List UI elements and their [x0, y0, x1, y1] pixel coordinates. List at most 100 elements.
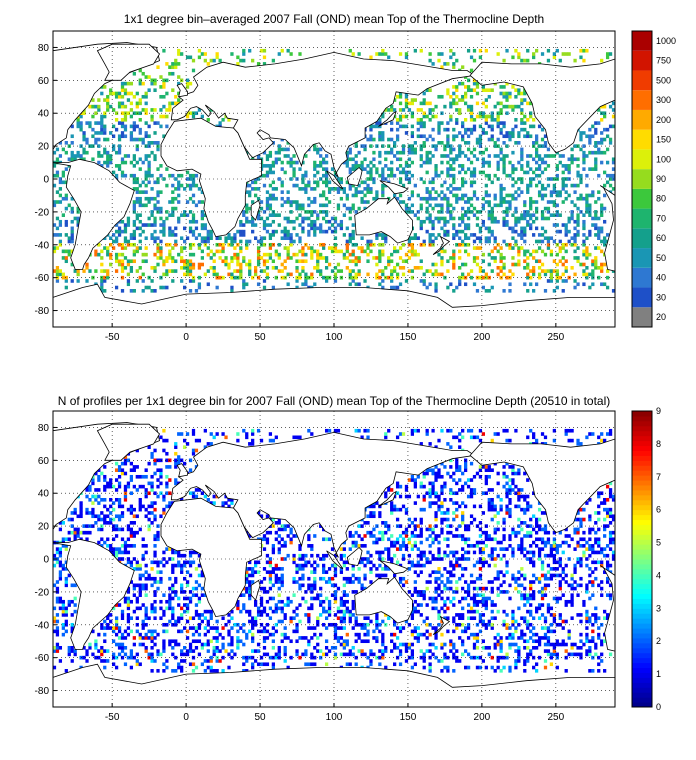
data-cell — [200, 613, 205, 617]
data-cell — [526, 170, 530, 175]
data-cell — [103, 465, 107, 469]
data-cell — [543, 193, 548, 198]
data-cell — [123, 596, 128, 601]
data-cell — [484, 173, 488, 178]
data-cell — [91, 275, 95, 280]
data-cell — [70, 196, 74, 201]
data-cell — [135, 560, 139, 565]
data-cell — [511, 164, 515, 168]
data-cell — [342, 576, 346, 581]
data-cell — [428, 213, 432, 217]
data-cell — [150, 114, 154, 119]
data-cell — [378, 282, 382, 287]
data-cell — [540, 210, 545, 214]
data-cell — [567, 193, 571, 198]
data-cell — [413, 517, 417, 522]
data-cell — [135, 124, 139, 129]
data-cell — [295, 160, 299, 165]
data-cell — [289, 242, 293, 247]
data-cell — [534, 210, 539, 214]
data-cell — [230, 642, 234, 647]
data-cell — [209, 58, 213, 63]
data-cell — [185, 432, 190, 436]
data-cell — [413, 481, 417, 486]
data-cell — [147, 200, 151, 204]
data-cell — [333, 246, 338, 250]
data-cell — [215, 249, 219, 254]
data-cell — [333, 170, 338, 175]
data-cell — [150, 639, 154, 644]
data-cell — [209, 501, 213, 505]
data-cell — [197, 599, 202, 604]
data-cell — [472, 282, 477, 287]
data-cell — [381, 236, 385, 241]
data-cell — [472, 193, 477, 198]
data-cell — [466, 147, 471, 152]
data-cell — [378, 117, 382, 122]
colorbar-swatch — [632, 248, 652, 268]
data-cell — [194, 550, 199, 555]
data-cell — [171, 639, 175, 644]
data-cell — [295, 252, 299, 257]
data-cell — [248, 193, 252, 198]
data-cell — [369, 249, 373, 254]
data-cell — [552, 183, 556, 188]
data-cell — [301, 567, 305, 571]
data-cell — [239, 223, 243, 227]
data-cell — [64, 219, 68, 224]
data-cell — [239, 246, 243, 250]
data-cell — [466, 104, 471, 109]
data-cell — [120, 527, 125, 532]
data-cell — [126, 537, 131, 542]
data-cell — [251, 655, 255, 660]
data-cell — [378, 134, 382, 139]
data-cell — [103, 114, 107, 119]
data-cell — [594, 262, 598, 267]
data-cell — [573, 236, 577, 241]
data-cell — [543, 289, 548, 293]
data-cell — [209, 669, 213, 673]
data-cell — [378, 275, 382, 280]
data-cell — [135, 196, 139, 201]
data-cell — [289, 219, 293, 224]
data-cell — [120, 265, 125, 270]
data-cell — [174, 187, 178, 191]
data-cell — [517, 141, 521, 145]
data-cell — [529, 196, 533, 201]
data-cell — [251, 570, 255, 574]
data-cell — [428, 269, 432, 273]
data-cell — [360, 435, 364, 440]
colorbar-label: 150 — [656, 135, 671, 145]
data-cell — [79, 507, 83, 512]
data-cell — [194, 586, 199, 591]
data-cell — [283, 527, 287, 532]
data-cell — [564, 167, 568, 171]
data-cell — [585, 173, 589, 178]
data-cell — [292, 593, 296, 597]
data-cell — [191, 252, 196, 257]
data-cell — [141, 553, 145, 558]
data-cell — [233, 275, 237, 280]
data-cell — [390, 108, 394, 112]
data-cell — [502, 210, 506, 214]
data-cell — [463, 170, 468, 175]
data-cell — [523, 98, 527, 102]
data-cell — [534, 282, 539, 287]
data-cell — [117, 229, 122, 234]
data-cell — [274, 196, 278, 201]
data-cell — [549, 213, 554, 217]
coastline — [326, 170, 344, 190]
data-cell — [283, 544, 287, 548]
data-cell — [398, 117, 403, 122]
data-cell — [398, 124, 403, 129]
data-cell — [141, 573, 145, 578]
data-cell — [319, 203, 323, 208]
data-cell — [245, 203, 249, 208]
data-cell — [357, 282, 361, 287]
data-cell — [567, 164, 571, 168]
data-cell — [182, 265, 187, 270]
data-cell — [313, 160, 317, 165]
data-cell — [177, 596, 181, 601]
data-cell — [561, 177, 565, 181]
data-cell — [239, 639, 243, 644]
